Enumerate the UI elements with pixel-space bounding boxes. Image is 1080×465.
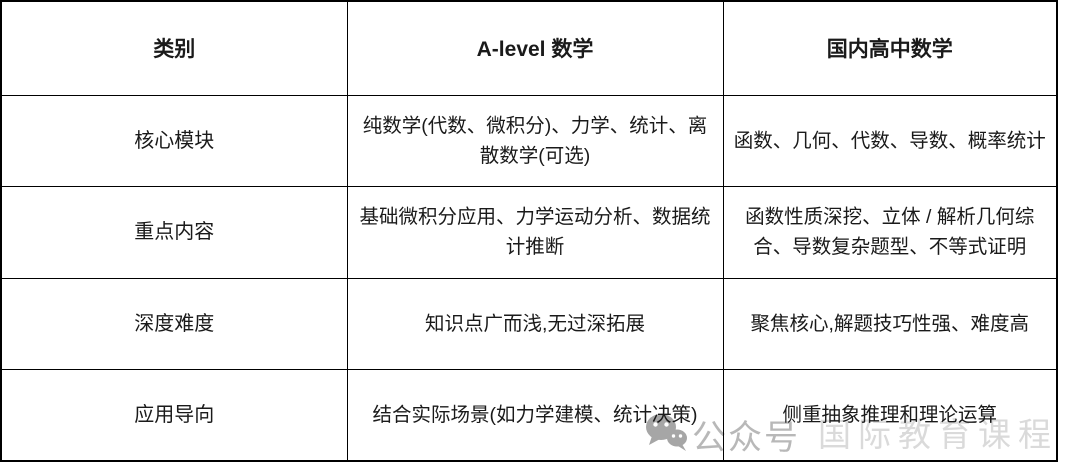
row-label: 深度难度: [0, 277, 348, 370]
table-row-application-orientation: 应用导向 结合实际场景(如力学建模、统计决策) 侧重抽象推理和理论运算: [0, 369, 1058, 462]
header-cell-category: 类别: [0, 0, 348, 96]
row-label: 核心模块: [0, 94, 348, 187]
cell-alevel: 基础微积分应用、力学运动分析、数据统计推断: [346, 186, 724, 279]
cell-alevel: 结合实际场景(如力学建模、统计决策): [346, 369, 724, 462]
header-cell-domestic-math: 国内高中数学: [722, 0, 1058, 96]
table-row-depth-difficulty: 深度难度 知识点广而浅,无过深拓展 聚焦核心,解题技巧性强、难度高: [0, 277, 1058, 370]
table-row-core-modules: 核心模块 纯数学(代数、微积分)、力学、统计、离散数学(可选) 函数、几何、代数…: [0, 94, 1058, 187]
header-row: 类别 A-level 数学 国内高中数学: [0, 0, 1058, 96]
cell-domestic: 聚焦核心,解题技巧性强、难度高: [722, 277, 1058, 370]
header-cell-alevel-math: A-level 数学: [346, 0, 724, 96]
row-label: 重点内容: [0, 186, 348, 279]
cell-alevel: 纯数学(代数、微积分)、力学、统计、离散数学(可选): [346, 94, 724, 187]
comparison-table: 类别 A-level 数学 国内高中数学 核心模块 纯数学(代数、微积分)、力学…: [0, 0, 1058, 462]
cell-alevel: 知识点广而浅,无过深拓展: [346, 277, 724, 370]
cell-domestic: 函数、几何、代数、导数、概率统计: [722, 94, 1058, 187]
table-row-key-content: 重点内容 基础微积分应用、力学运动分析、数据统计推断 函数性质深挖、立体 / 解…: [0, 186, 1058, 279]
cell-domestic: 函数性质深挖、立体 / 解析几何综合、导数复杂题型、不等式证明: [722, 186, 1058, 279]
cell-domestic: 侧重抽象推理和理论运算: [722, 369, 1058, 462]
row-label: 应用导向: [0, 369, 348, 462]
